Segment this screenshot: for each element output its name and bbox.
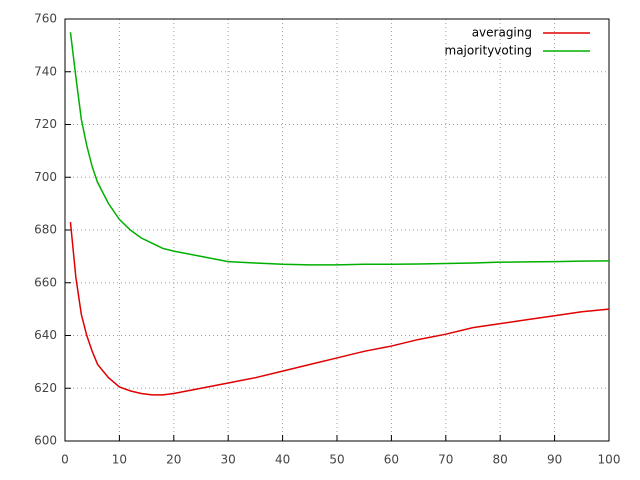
y-tick-label: 760 — [34, 12, 57, 26]
y-tick-label: 740 — [34, 64, 57, 78]
y-tick-label: 720 — [34, 117, 57, 131]
data-line — [69, 32, 610, 266]
y-tick-label: 620 — [34, 381, 57, 395]
x-tick-label: 70 — [438, 453, 453, 467]
y-tick-label: 600 — [34, 434, 57, 448]
x-tick-label: 100 — [598, 453, 621, 467]
x-tick-label: 50 — [329, 453, 344, 467]
x-tick-label: 60 — [384, 453, 399, 467]
data-line — [69, 222, 610, 396]
x-tick-label: 10 — [112, 453, 127, 467]
x-tick-label: 90 — [547, 453, 562, 467]
y-tick-label: 640 — [34, 328, 57, 342]
plot-border — [64, 18, 610, 442]
x-tick-label: 40 — [275, 453, 290, 467]
y-tick-label: 660 — [34, 275, 57, 289]
x-tick-label: 30 — [221, 453, 236, 467]
x-tick-label: 20 — [166, 453, 181, 467]
y-tick-label: 680 — [34, 223, 57, 237]
x-tick-label: 0 — [61, 453, 69, 467]
y-tick-label: 700 — [34, 170, 57, 184]
legend-label: majorityvoting — [445, 44, 533, 58]
legend-label: averaging — [472, 26, 532, 40]
x-tick-label: 80 — [493, 453, 508, 467]
